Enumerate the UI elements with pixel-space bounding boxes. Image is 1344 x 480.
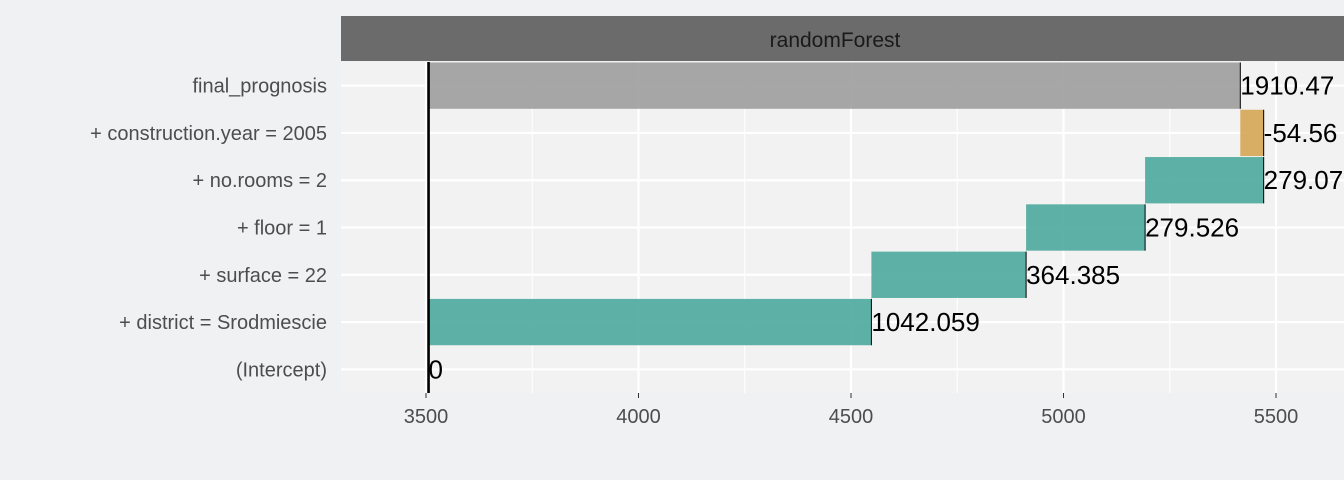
bar [428, 62, 1241, 109]
connector-lines [870, 62, 1265, 346]
value-label: 1042.059 [871, 307, 979, 337]
facet-strip-background [341, 16, 1344, 61]
value-label: 279.526 [1145, 213, 1239, 243]
x-tick-label: 5500 [1254, 406, 1299, 428]
y-tick-label: + construction.year = 2005 [90, 123, 327, 145]
facet-strip: randomForest [341, 16, 1344, 61]
y-tick-label: + floor = 1 [237, 218, 327, 240]
facet-strip-title: randomForest [770, 29, 901, 52]
value-label: 0 [429, 354, 443, 384]
y-tick-label: + district = Srodmiescie [119, 312, 327, 334]
x-tick-label: 5000 [1041, 406, 1086, 428]
y-tick-label: + no.rooms = 2 [192, 170, 327, 192]
value-label: 364.385 [1026, 260, 1120, 290]
bar [1240, 109, 1264, 157]
y-tick-label: (Intercept) [236, 359, 327, 381]
bar [1026, 204, 1146, 251]
y-tick-label: + surface = 22 [199, 265, 327, 287]
bar [428, 298, 872, 346]
y-axis-labels: final_prognosis + construction.year = 200… [90, 76, 327, 382]
x-tick-label: 3500 [404, 406, 449, 428]
y-tick-label: final_prognosis [192, 76, 327, 98]
bar [871, 251, 1027, 298]
x-tick-label: 4000 [616, 406, 661, 428]
x-tick-label: 4500 [829, 406, 874, 428]
value-label: -54.56 [1264, 118, 1338, 148]
bars [428, 62, 1264, 346]
x-axis-ticks: 3500 4000 4500 5000 5500 [404, 393, 1299, 428]
bar [1145, 157, 1264, 204]
value-label: 1910.47 [1240, 71, 1334, 101]
value-label: 279.07 [1264, 165, 1344, 195]
value-labels: 1910.47 -54.56 279.07 279.526 364.385 1042.05… [429, 71, 1344, 385]
